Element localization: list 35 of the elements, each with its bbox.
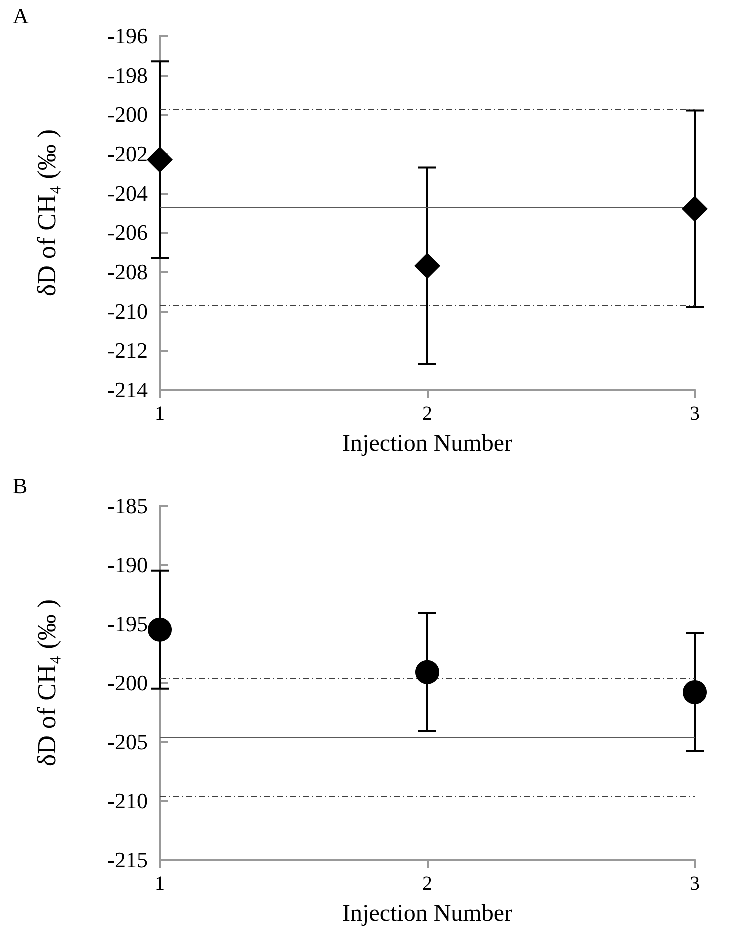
chart-title: B [13, 474, 28, 498]
y-tick-label: -185 [108, 494, 148, 518]
y-tick-label: -190 [108, 552, 148, 578]
x-tick-label: 2 [422, 403, 432, 425]
x-tick-label: 3 [690, 403, 700, 425]
point [148, 618, 172, 642]
y-tick-label: -195 [108, 612, 148, 636]
x-tick-label: 3 [690, 873, 700, 895]
x-axis-title: Injection Number [342, 901, 512, 927]
y-tick-label: -212 [108, 338, 148, 364]
y-tick-label: -210 [108, 788, 148, 814]
y-tick-label: -205 [108, 730, 148, 754]
y-tick-label: -200 [108, 102, 148, 128]
y-tick-label: -210 [108, 298, 148, 324]
x-tick-label: 2 [422, 873, 432, 895]
x-tick-label: 1 [155, 403, 165, 425]
y-tick-label: -215 [108, 848, 148, 872]
point [414, 253, 440, 280]
y-tick-label: -204 [108, 180, 148, 206]
y-axis-title: δD of CH₄ (‰ ) [32, 129, 62, 297]
y-tick-label: -214 [108, 378, 148, 402]
x-axis-title: Injection Number [342, 431, 512, 457]
y-tick-label: -198 [108, 62, 148, 88]
y-axis-title: δD of CH₄ (‰ ) [32, 599, 62, 767]
y-tick-label: -202 [108, 142, 148, 166]
point [147, 146, 173, 173]
y-tick-label: -206 [108, 220, 148, 246]
y-tick-label: -196 [108, 24, 148, 48]
y-tick-label: -200 [108, 670, 148, 696]
point [416, 660, 440, 684]
y-tick-label: -208 [108, 260, 148, 284]
point [683, 680, 707, 704]
chart-title: A [13, 4, 29, 28]
point [682, 196, 708, 222]
x-tick-label: 1 [155, 873, 165, 895]
